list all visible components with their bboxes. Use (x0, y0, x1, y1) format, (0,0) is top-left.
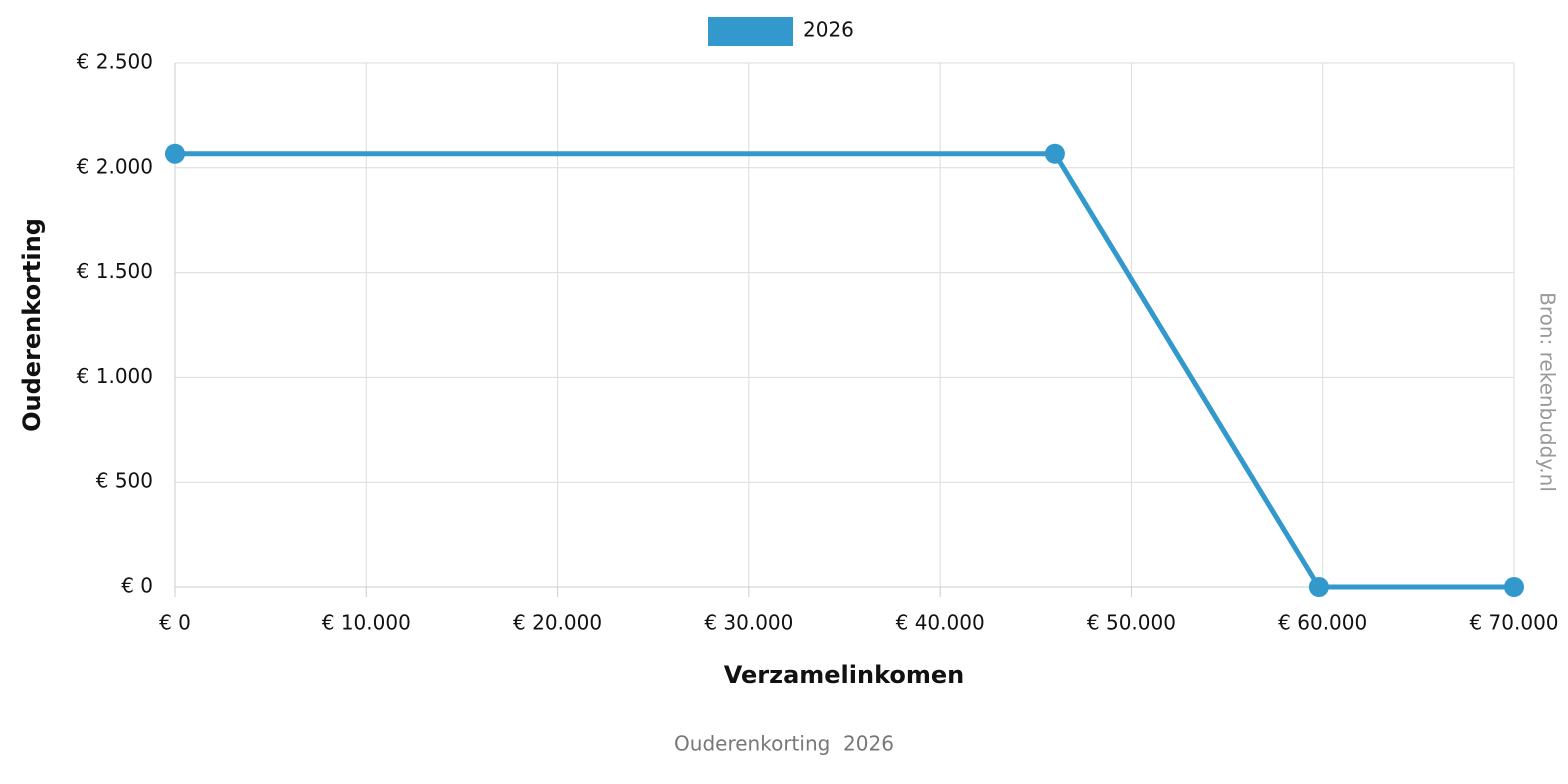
y-axis-title: Ouderenkorting (18, 218, 46, 432)
point (1044, 143, 1065, 164)
x-tick-label: € 70.000 (1469, 611, 1558, 635)
x-tick-label: € 0 (159, 611, 191, 635)
y-tick-label: € 1.000 (77, 364, 153, 388)
x-axis-title: Verzamelinkomen (724, 661, 965, 689)
x-tick-label: € 60.000 (1278, 611, 1367, 635)
legend-label: 2026 (803, 18, 854, 42)
x-tick-label: € 30.000 (704, 611, 793, 635)
x-tick-label: € 50.000 (1087, 611, 1176, 635)
point (165, 143, 185, 164)
y-tick-label: € 1.500 (77, 259, 153, 283)
point (1308, 577, 1329, 597)
x-tick-label: € 20.000 (513, 611, 602, 635)
x-tick-label: € 40.000 (896, 611, 985, 635)
legend-swatch (708, 17, 793, 46)
line (175, 151, 1514, 590)
point (1504, 577, 1524, 597)
source: Bron: rekenbuddy.nl (1536, 292, 1560, 492)
y-tick-label: € 500 (96, 469, 153, 493)
caption: Ouderenkorting 2026 (674, 732, 894, 756)
y-tick-label: € 0 (121, 574, 153, 598)
y-tick-label: € 2.000 (77, 154, 153, 178)
x-tick-label: € 10.000 (322, 611, 411, 635)
y-tick-label: € 2.500 (77, 50, 153, 74)
